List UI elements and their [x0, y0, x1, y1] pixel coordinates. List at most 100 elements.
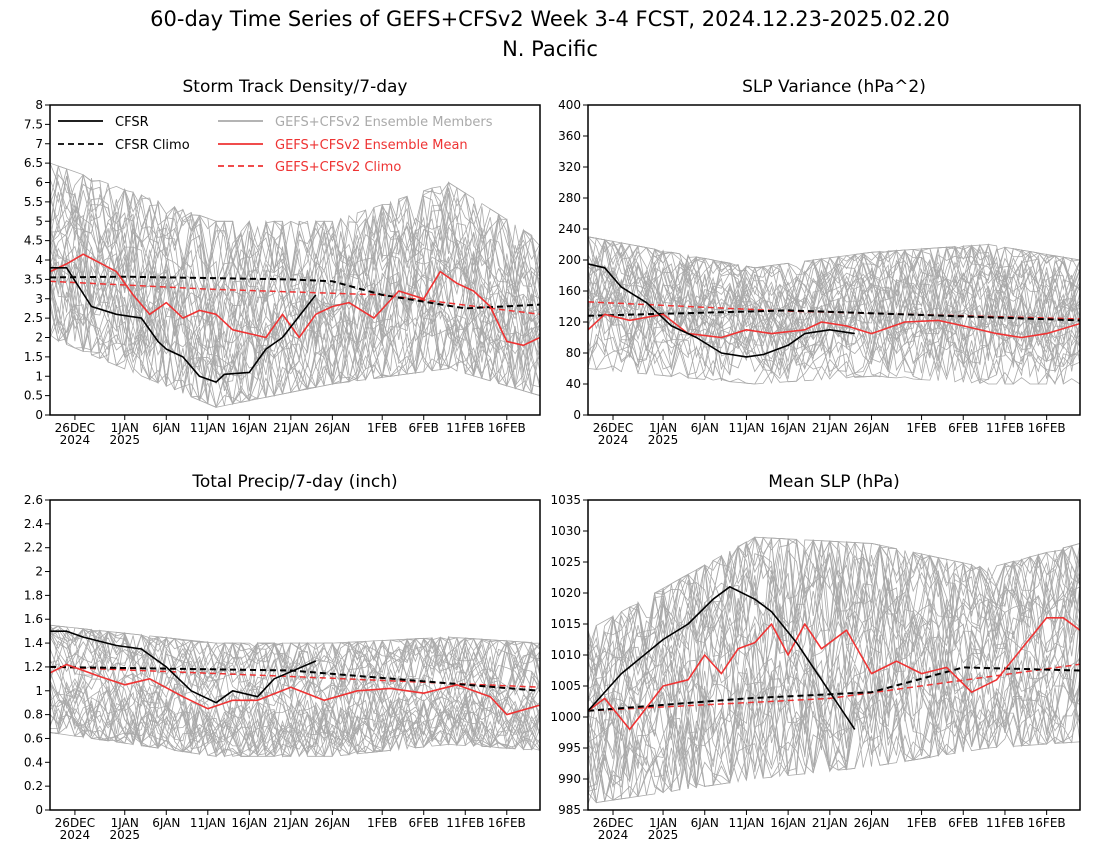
y-tick-label: 7.5 — [24, 117, 43, 131]
plot-area — [588, 236, 1080, 385]
y-tick-label: 0.6 — [24, 731, 43, 745]
ensemble-member-line — [50, 284, 540, 406]
x-tick-label: 11FEB — [986, 421, 1024, 435]
ensemble-member-line — [588, 236, 1080, 313]
chart-panel-1: Storm Track Density/7-day 0 0.5 1 1.5 2 2.5 3 3.… — [24, 77, 541, 447]
x-tick-label: 16JAN — [231, 421, 267, 435]
series-cfsr-climo — [588, 309, 1080, 322]
series-cfsr-climo — [50, 665, 540, 692]
series-cfsr-climo — [588, 666, 1080, 712]
y-tick-label: 1020 — [550, 586, 581, 600]
y-tick-label: 1 — [35, 369, 43, 383]
ensemble-member-line — [588, 342, 1080, 385]
ensemble-member-line — [50, 625, 540, 685]
ensemble-member-line — [588, 297, 1080, 373]
panel-title: Storm Track Density/7-day — [183, 77, 408, 97]
ensemble-member-line — [50, 624, 540, 686]
series-cfsr — [588, 585, 856, 730]
series-cfsr — [50, 266, 317, 383]
ensemble-member-line — [588, 586, 1080, 749]
ensemble-member-line — [50, 635, 540, 710]
ensemble-members — [50, 162, 540, 409]
y-tick-label: 240 — [558, 222, 581, 236]
legend-item: CFSR Climo — [58, 138, 190, 153]
y-tick-label: 0 — [35, 408, 43, 422]
x-tick-label: 6JAN — [691, 421, 719, 435]
y-tick-label: 985 — [558, 803, 581, 817]
series-gefs-cfsv2-climo — [588, 663, 1080, 712]
ensemble-member-line — [50, 678, 540, 744]
x-tick-year: 2024 — [598, 828, 629, 842]
ensemble-member-line — [50, 165, 540, 299]
y-tick-label: 160 — [558, 284, 581, 298]
ensemble-member-line — [50, 168, 540, 307]
x-tick-label: 1JAN — [111, 816, 139, 830]
y-tick-label: 6.5 — [24, 156, 43, 170]
y-tick-label: 0.5 — [24, 389, 43, 403]
ensemble-member-line — [588, 308, 1080, 384]
x-tick-label: 11FEB — [446, 816, 484, 830]
y-tick-label: 1005 — [550, 679, 581, 693]
ensemble-member-line — [50, 649, 540, 722]
legend-item: GEFS+CFSv2 Ensemble Mean — [218, 138, 468, 153]
ensemble-member-line — [50, 641, 540, 713]
ensemble-member-line — [588, 611, 1080, 773]
y-tick-label: 1.6 — [24, 612, 43, 626]
x-tick-label: 16JAN — [770, 421, 806, 435]
series-cfsr — [588, 263, 855, 358]
x-tick-label: 26JAN — [314, 816, 350, 830]
y-tick-label: 990 — [558, 772, 581, 786]
plot-area — [50, 162, 540, 409]
x-tick-label: 16FEB — [1028, 816, 1066, 830]
y-tick-label: 40 — [566, 377, 581, 391]
y-tick-label: 200 — [558, 253, 581, 267]
x-tick-label: 11FEB — [446, 421, 484, 435]
y-tick-label: 995 — [558, 741, 581, 755]
ensemble-member-line — [588, 580, 1080, 716]
legend-label: GEFS+CFSv2 Climo — [275, 160, 401, 175]
series-gefs-cfsv2-ensemble-mean — [588, 313, 1080, 339]
y-tick-label: 2 — [35, 331, 43, 345]
x-tick-label: 1JAN — [649, 421, 677, 435]
y-tick-label: 3 — [35, 292, 43, 306]
ensemble-member-line — [588, 332, 1080, 385]
ensemble-members — [588, 236, 1080, 385]
x-tick-label: 16JAN — [231, 816, 267, 830]
ensemble-members — [50, 624, 540, 758]
series-gefs-cfsv2-ensemble-mean — [50, 663, 540, 716]
y-tick-label: 0.8 — [24, 708, 43, 722]
x-tick-year: 2025 — [109, 433, 140, 447]
ensemble-member-line — [588, 568, 1080, 734]
ensemble-member-line — [50, 236, 540, 359]
ensemble-member-line — [588, 654, 1080, 791]
ensemble-member-line — [50, 217, 540, 356]
ensemble-member-line — [50, 260, 540, 401]
ensemble-member-line — [588, 678, 1080, 801]
x-tick-label: 1FEB — [367, 816, 397, 830]
ensemble-member-line — [588, 669, 1080, 804]
ensemble-member-line — [50, 624, 540, 674]
x-tick-label: 26DEC — [593, 816, 633, 830]
panel-title: Mean SLP (hPa) — [768, 472, 900, 492]
ensemble-member-line — [50, 625, 540, 674]
y-tick-label: 1000 — [550, 710, 581, 724]
chart-panel-2: SLP Variance (hPa^2) 0 40 80 120 160 200 240 280… — [558, 77, 1081, 447]
figure-region: N. Pacific — [502, 37, 598, 61]
x-tick-label: 6FEB — [409, 816, 439, 830]
ensemble-member-line — [50, 249, 540, 398]
legend-label: GEFS+CFSv2 Ensemble Members — [275, 115, 493, 130]
y-tick-label: 1.5 — [24, 350, 43, 364]
x-tick-year: 2025 — [648, 433, 679, 447]
y-tick-label: 4.5 — [24, 234, 43, 248]
ensemble-member-line — [50, 173, 540, 287]
series-cfsr — [50, 630, 317, 704]
y-tick-label: 120 — [558, 315, 581, 329]
ensemble-member-line — [588, 538, 1080, 675]
y-tick-label: 1.8 — [24, 588, 43, 602]
x-tick-label: 26DEC — [55, 421, 95, 435]
ensemble-member-line — [50, 253, 540, 376]
ensemble-member-line — [50, 198, 540, 344]
x-tick-label: 1FEB — [906, 816, 936, 830]
y-tick-label: 0 — [573, 408, 581, 422]
